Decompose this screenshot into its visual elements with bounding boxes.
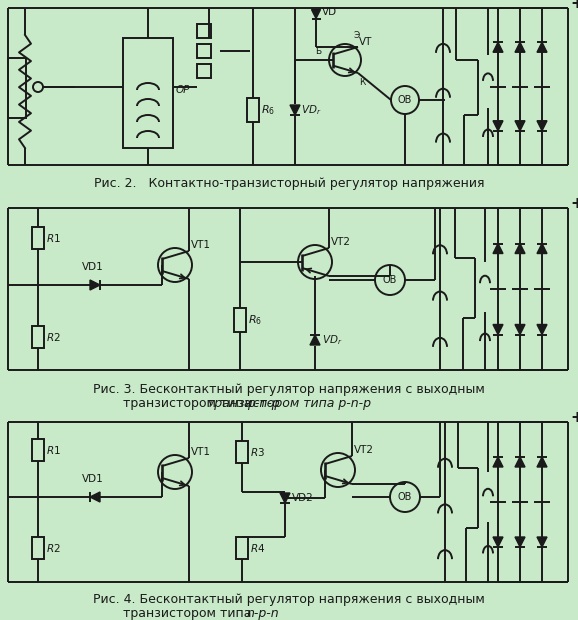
Polygon shape xyxy=(515,324,525,335)
Polygon shape xyxy=(537,324,547,335)
Bar xyxy=(236,441,248,463)
Polygon shape xyxy=(493,324,503,335)
Text: Б: Б xyxy=(315,48,321,56)
Text: +: + xyxy=(570,0,578,12)
Text: Рис. 2.   Контактно-транзисторный регулятор напряжения: Рис. 2. Контактно-транзисторный регулято… xyxy=(94,177,484,190)
Text: ОР: ОР xyxy=(176,85,190,95)
Text: транзистором типа р-n-р: транзистором типа р-n-р xyxy=(207,397,371,410)
Text: +: + xyxy=(570,197,578,211)
Bar xyxy=(32,326,44,348)
Bar xyxy=(32,537,44,559)
Text: Рис. 4. Бесконтактный регулятор напряжения с выходным: Рис. 4. Бесконтактный регулятор напряжен… xyxy=(93,593,485,606)
Text: $R2$: $R2$ xyxy=(46,331,61,343)
Text: VT: VT xyxy=(359,37,372,47)
Polygon shape xyxy=(280,493,290,503)
Polygon shape xyxy=(493,42,503,52)
Text: $R_6$: $R_6$ xyxy=(261,103,275,117)
Polygon shape xyxy=(493,457,503,467)
Polygon shape xyxy=(537,244,547,254)
Bar xyxy=(247,98,259,122)
Bar xyxy=(197,24,211,38)
Polygon shape xyxy=(312,9,320,19)
Bar xyxy=(8,58,26,118)
Text: VT2: VT2 xyxy=(354,445,374,455)
Polygon shape xyxy=(90,280,100,290)
Text: VT1: VT1 xyxy=(191,240,211,250)
Polygon shape xyxy=(310,335,320,345)
Polygon shape xyxy=(290,105,300,115)
Text: VT2: VT2 xyxy=(331,237,351,247)
Text: Рис. 3. Бесконтактный регулятор напряжения с выходным: Рис. 3. Бесконтактный регулятор напряжен… xyxy=(93,384,485,397)
Text: n-р-n: n-р-n xyxy=(247,608,280,620)
Polygon shape xyxy=(515,42,525,52)
Polygon shape xyxy=(537,121,547,131)
Text: транзистором типа: транзистором типа xyxy=(123,608,255,620)
Text: ОВ: ОВ xyxy=(383,275,397,285)
Polygon shape xyxy=(515,244,525,254)
Text: VD1: VD1 xyxy=(82,474,104,484)
Text: VT1: VT1 xyxy=(191,447,211,457)
Text: $R1$: $R1$ xyxy=(46,232,61,244)
Text: $R2$: $R2$ xyxy=(46,542,61,554)
Polygon shape xyxy=(515,121,525,131)
Polygon shape xyxy=(537,457,547,467)
Polygon shape xyxy=(515,457,525,467)
Text: $VD_r$: $VD_r$ xyxy=(322,333,342,347)
Bar xyxy=(236,537,248,559)
Text: +: + xyxy=(570,410,578,425)
Text: $R4$: $R4$ xyxy=(250,542,265,554)
Bar xyxy=(197,44,211,58)
Text: VD2: VD2 xyxy=(292,493,314,503)
Bar xyxy=(197,64,211,78)
Text: р-n-р: р-n-р xyxy=(247,397,280,410)
Text: транзистором типа: транзистором типа xyxy=(123,397,255,410)
Text: ОВ: ОВ xyxy=(398,95,412,105)
Polygon shape xyxy=(537,42,547,52)
Text: Э: Э xyxy=(353,31,360,40)
Bar xyxy=(234,308,246,332)
Polygon shape xyxy=(515,537,525,547)
Bar xyxy=(32,439,44,461)
Bar xyxy=(123,38,173,148)
Text: VD1: VD1 xyxy=(82,262,104,272)
Polygon shape xyxy=(493,121,503,131)
Text: К: К xyxy=(359,78,365,87)
Text: $R1$: $R1$ xyxy=(46,444,61,456)
Polygon shape xyxy=(493,244,503,254)
Text: ОВ: ОВ xyxy=(398,492,412,502)
Polygon shape xyxy=(537,537,547,547)
Text: $VD_r$: $VD_r$ xyxy=(301,103,321,117)
Text: $R_6$: $R_6$ xyxy=(248,313,262,327)
Bar xyxy=(32,227,44,249)
Text: $R3$: $R3$ xyxy=(250,446,265,458)
Polygon shape xyxy=(90,492,100,502)
Text: VD: VD xyxy=(322,7,337,17)
Polygon shape xyxy=(493,537,503,547)
